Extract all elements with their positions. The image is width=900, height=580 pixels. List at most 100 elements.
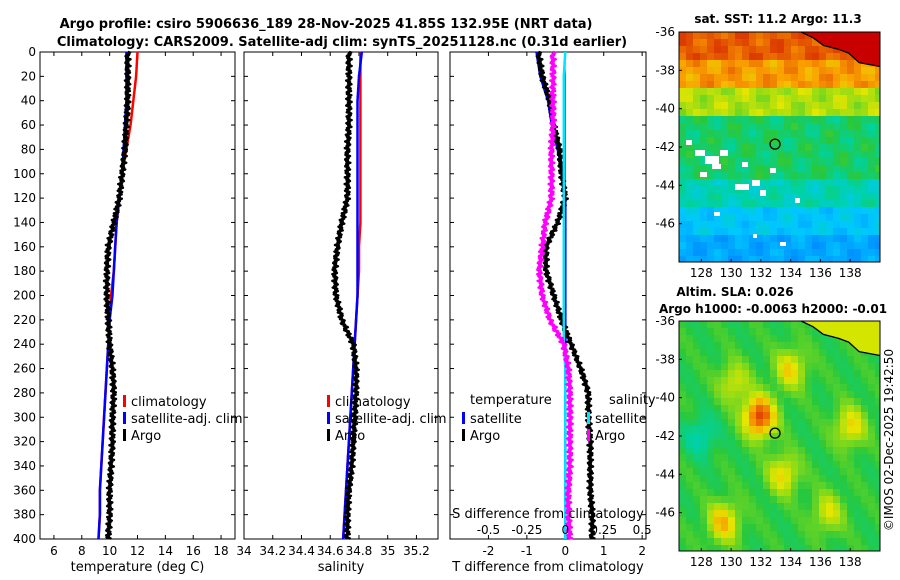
heatmap-cell: [868, 377, 875, 384]
heatmap-cell: [875, 256, 880, 262]
heatmap-cell: [742, 482, 749, 489]
heatmap-cell: [714, 214, 721, 221]
heatmap-cell: [707, 503, 714, 510]
heatmap-cell: [833, 158, 840, 165]
heatmap-cell: [728, 426, 735, 433]
heatmap-cell: [749, 370, 756, 377]
heatmap-cell: [812, 524, 819, 531]
heatmap-cell: [847, 137, 854, 144]
heatmap-cell: [798, 32, 805, 39]
heatmap-cell: [875, 377, 880, 384]
heatmap-cell: [770, 419, 777, 426]
heatmap-cell: [840, 426, 847, 433]
heatmap-cell: [875, 137, 880, 144]
heatmap-cell: [861, 172, 868, 179]
heatmap-cell: [868, 81, 875, 88]
heatmap-cell: [826, 391, 833, 398]
heatmap-cell: [707, 242, 714, 249]
heatmap-cell: [861, 179, 868, 186]
heatmap-cell: [742, 39, 749, 46]
heatmap-cell: [875, 503, 880, 510]
heatmap-cell: [721, 321, 728, 328]
heatmap-cell: [791, 405, 798, 412]
heatmap-cell: [749, 349, 756, 356]
heatmap-cell: [714, 88, 721, 95]
heatmap-cell: [868, 228, 875, 235]
heatmap-cell: [686, 53, 693, 60]
y-tick-label: -44: [655, 178, 675, 192]
heatmap-cell: [756, 95, 763, 102]
heatmap-cell: [728, 524, 735, 531]
heatmap-cell: [735, 200, 742, 207]
x-tick-label: 134: [779, 266, 802, 280]
heatmap-cell: [861, 503, 868, 510]
heatmap-cell: [833, 123, 840, 130]
heatmap-cell: [840, 356, 847, 363]
heatmap-cell: [686, 342, 693, 349]
heatmap-cell: [679, 524, 686, 531]
heatmap-cell: [868, 545, 875, 551]
heatmap-cell: [784, 384, 791, 391]
heatmap-cell: [686, 398, 693, 405]
heatmap-cell: [686, 482, 693, 489]
heatmap-cell: [728, 419, 735, 426]
heatmap-cell: [728, 517, 735, 524]
heatmap-cell: [735, 172, 742, 179]
heatmap-cell: [847, 433, 854, 440]
heatmap-cell: [819, 221, 826, 228]
heatmap-cell: [777, 342, 784, 349]
heatmap-cell: [728, 349, 735, 356]
heatmap-cell: [791, 130, 798, 137]
heatmap-cell: [763, 321, 770, 328]
heatmap-cell: [763, 531, 770, 538]
heatmap-cell: [763, 461, 770, 468]
heatmap-cell: [742, 249, 749, 256]
heatmap-cell: [847, 377, 854, 384]
heatmap-cell: [833, 545, 840, 551]
heatmap-cell: [742, 179, 749, 186]
heatmap-cell: [854, 179, 861, 186]
heatmap-cell: [707, 172, 714, 179]
heatmap-cell: [763, 95, 770, 102]
heatmap-cell: [819, 433, 826, 440]
heatmap-cell: [875, 545, 880, 551]
heatmap-cell: [798, 95, 805, 102]
heatmap-cell: [861, 426, 868, 433]
heatmap-cell: [819, 510, 826, 517]
heatmap-cell: [875, 151, 880, 158]
heatmap-cell: [868, 207, 875, 214]
heatmap-cell: [735, 39, 742, 46]
heatmap-cell: [714, 545, 721, 551]
heatmap-cell: [833, 74, 840, 81]
heatmap-cell: [791, 200, 798, 207]
heatmap-cell: [742, 95, 749, 102]
heatmap-cell: [847, 370, 854, 377]
heatmap-cell: [700, 95, 707, 102]
heatmap-cell: [693, 447, 700, 454]
heatmap-cell: [700, 454, 707, 461]
heatmap-cell: [847, 398, 854, 405]
heatmap-cell: [721, 524, 728, 531]
heatmap-cell: [798, 109, 805, 116]
heatmap-cell: [854, 235, 861, 242]
heatmap-cell: [749, 74, 756, 81]
heatmap-cell: [840, 109, 847, 116]
heatmap-cell: [714, 440, 721, 447]
heatmap-cell: [735, 228, 742, 235]
heatmap-cell: [784, 391, 791, 398]
heatmap-cell: [728, 67, 735, 74]
heatmap-cell: [798, 249, 805, 256]
heatmap-cell: [721, 165, 728, 172]
heatmap-cell: [854, 249, 861, 256]
heatmap-cell: [847, 109, 854, 116]
heatmap-cell: [812, 440, 819, 447]
heatmap-cell: [742, 60, 749, 67]
heatmap-cell: [791, 46, 798, 53]
heatmap-cell: [756, 144, 763, 151]
heatmap-cell: [854, 172, 861, 179]
heatmap-cell: [770, 538, 777, 545]
heatmap-cell: [784, 123, 791, 130]
heatmap-cell: [826, 242, 833, 249]
heatmap-cell: [735, 109, 742, 116]
x-tick-label: -1: [521, 544, 533, 558]
